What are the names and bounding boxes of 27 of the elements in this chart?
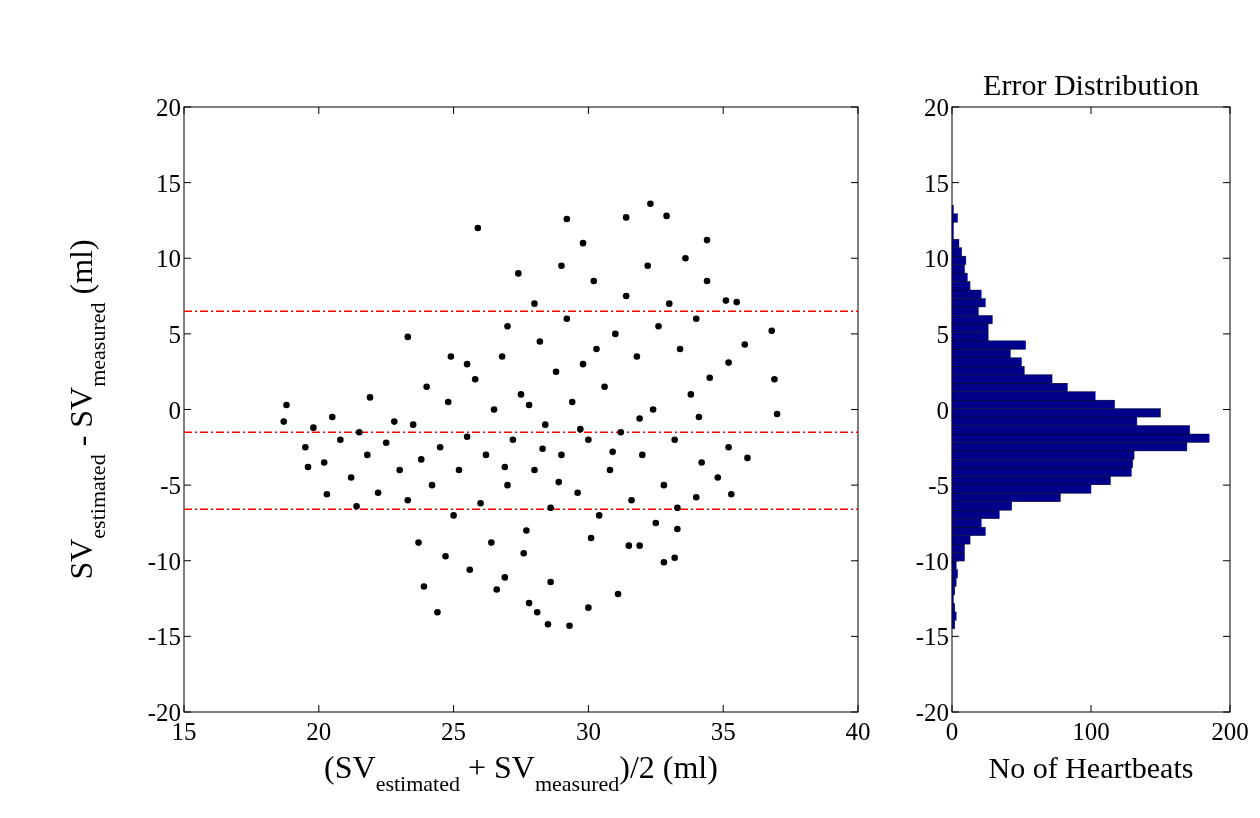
y-tick-label: -10 bbox=[915, 547, 949, 575]
x-tick-label: 40 bbox=[845, 718, 871, 745]
chart-title: Error Distribution bbox=[983, 68, 1199, 101]
x-tick-label: 35 bbox=[710, 718, 736, 745]
y-tick-label: 5 bbox=[168, 320, 181, 348]
y-tick-label: 10 bbox=[924, 245, 949, 273]
x-tick-label: 25 bbox=[441, 718, 467, 745]
y-tick-label: -20 bbox=[915, 699, 949, 726]
y-tick-label: -15 bbox=[147, 623, 181, 651]
y-tick-label: 5 bbox=[936, 320, 949, 348]
y-tick-label: -5 bbox=[928, 472, 949, 500]
y-tick-label: -15 bbox=[915, 623, 949, 651]
x-axis-title: No of Heartbeats bbox=[988, 751, 1194, 784]
y-tick-label: 20 bbox=[156, 94, 181, 121]
y-tick-label: 0 bbox=[936, 396, 949, 424]
y-tick-label: -10 bbox=[147, 547, 181, 575]
x-tick-label: 100 bbox=[1072, 718, 1110, 745]
y-tick-label: 20 bbox=[924, 94, 949, 121]
y-tick-label: 15 bbox=[156, 169, 181, 197]
y-tick-label: -5 bbox=[160, 472, 181, 500]
x-tick-label: 30 bbox=[575, 718, 601, 745]
y-tick-label: 10 bbox=[156, 245, 181, 273]
x-axis-title: (SV$_{estimated}$ + SV$_{measured}$)/2 (ml) bbox=[324, 749, 718, 796]
x-tick-label: 200 bbox=[1211, 718, 1249, 745]
y-tick-label: 0 bbox=[168, 396, 181, 424]
x-tick-label: 20 bbox=[306, 718, 332, 745]
y-tick-label: 15 bbox=[924, 169, 949, 197]
